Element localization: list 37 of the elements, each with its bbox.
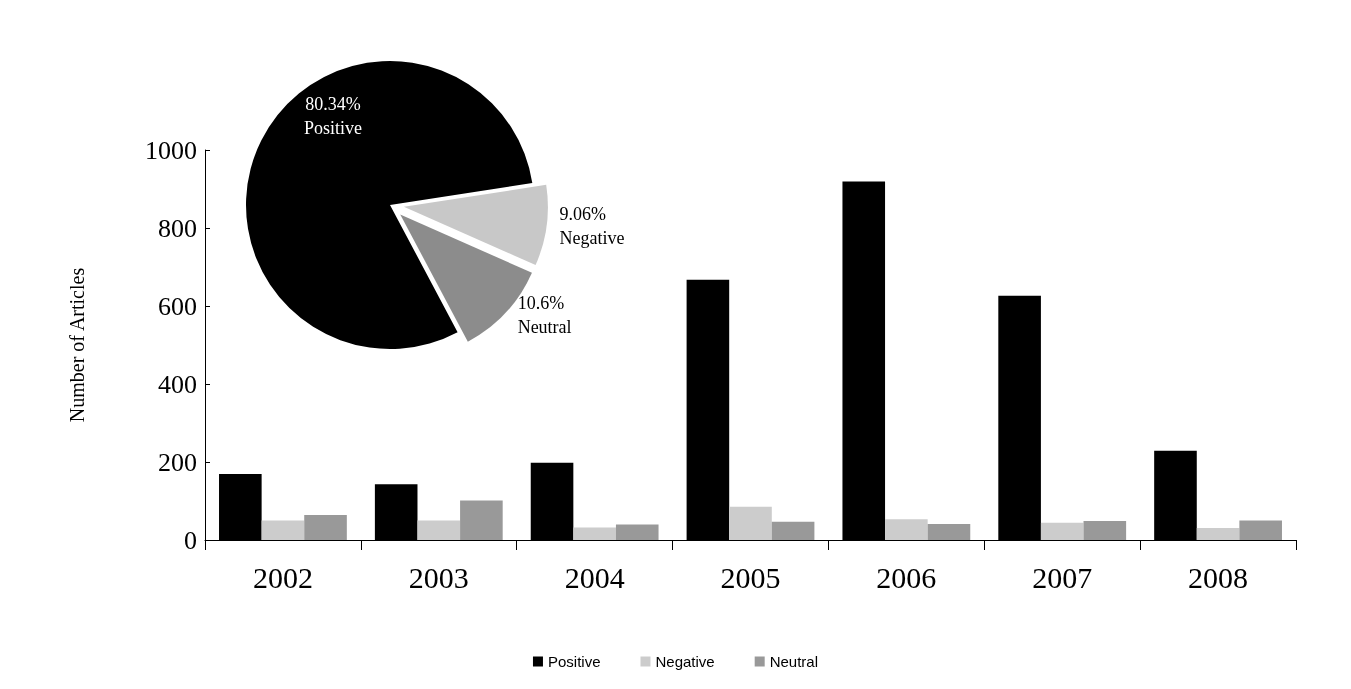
bar <box>1083 520 1127 540</box>
x-tick-label: 2007 <box>1032 560 1093 594</box>
data-label: 9.06% <box>559 204 607 225</box>
y-tick-label: 600 <box>158 291 197 321</box>
y-axis-title: Number of Articles <box>66 267 88 423</box>
y-tick-label: 1000 <box>145 135 197 165</box>
slice-label: Neutral <box>517 317 572 338</box>
bar <box>615 524 659 540</box>
y-tick-label: 800 <box>158 213 197 243</box>
y-tick-label: 0 <box>184 525 197 555</box>
bar <box>261 520 305 540</box>
x-tick-label: 2005 <box>720 560 781 594</box>
x-tick-label: 2008 <box>1188 560 1249 594</box>
bar <box>1040 522 1084 540</box>
bar <box>771 521 815 540</box>
slice-label: Positive <box>303 118 362 139</box>
bar <box>417 520 461 540</box>
slice-label: Negative <box>559 228 625 249</box>
legend-label: Negative <box>655 653 715 670</box>
bar <box>460 500 503 540</box>
bar <box>304 515 347 540</box>
x-tick-label: 2004 <box>564 560 625 594</box>
legend-label: Neutral <box>769 653 819 670</box>
y-tick-label: 200 <box>158 447 197 477</box>
data-label: 80.34% <box>305 94 361 115</box>
bar <box>1239 520 1282 540</box>
bar <box>573 527 616 540</box>
y-tick-label: 400 <box>158 369 197 399</box>
bar <box>927 524 971 540</box>
x-tick-label: 2006 <box>876 560 937 594</box>
bar <box>729 506 772 540</box>
legend-label: Positive <box>547 653 601 670</box>
bar <box>885 519 928 540</box>
data-label: 10.6% <box>517 293 565 314</box>
x-tick-label: 2002 <box>252 560 313 594</box>
x-tick-label: 2003 <box>408 560 469 594</box>
bar <box>1196 527 1240 540</box>
